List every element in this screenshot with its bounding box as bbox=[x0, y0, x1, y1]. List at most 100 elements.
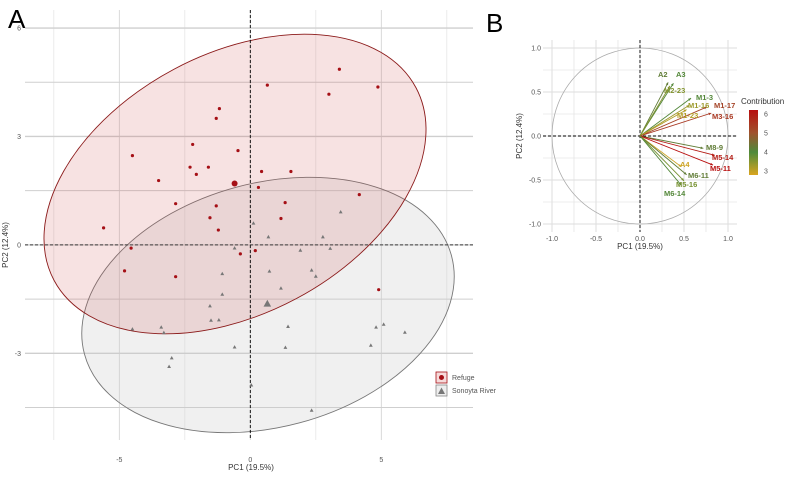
vector-label: M8-9 bbox=[706, 143, 723, 152]
point-refuge bbox=[208, 216, 212, 220]
point-sonoyta bbox=[381, 322, 386, 326]
y-axis-title-b: PC2 (12.4%) bbox=[515, 113, 524, 159]
point-sonoyta bbox=[208, 303, 212, 308]
colorbar-tick-label: 6 bbox=[764, 111, 768, 118]
point-sonoyta bbox=[279, 286, 283, 290]
x-tick-label-b: -1.0 bbox=[546, 236, 558, 243]
x-tick-label-b: 1.0 bbox=[723, 236, 733, 243]
arrowhead-icon bbox=[678, 164, 682, 167]
x-axis-title-a: PC1 (19.5%) bbox=[228, 463, 274, 472]
point-sonoyta bbox=[130, 327, 135, 331]
x-tick-label-b: -0.5 bbox=[590, 236, 602, 243]
point-sonoyta bbox=[402, 330, 407, 334]
point-refuge bbox=[214, 204, 218, 208]
loading-arrow bbox=[639, 135, 714, 166]
point-refuge bbox=[283, 200, 287, 205]
point-sonoyta bbox=[309, 268, 314, 272]
y-tick-label-a: 0 bbox=[17, 242, 21, 249]
colorbar-tick-label: 5 bbox=[764, 130, 768, 137]
legend-a: Refuge Sonoyta River bbox=[435, 371, 497, 397]
arrowhead-icon bbox=[700, 146, 704, 150]
point-sonoyta bbox=[267, 269, 272, 273]
arrowhead-icon bbox=[710, 162, 714, 166]
arrowhead-icon bbox=[665, 82, 669, 86]
point-sonoyta bbox=[374, 325, 378, 329]
point-refuge bbox=[214, 116, 218, 121]
loading-arrow bbox=[639, 135, 715, 156]
panel-label-b: B bbox=[486, 8, 503, 38]
confidence-ellipses bbox=[43, 33, 455, 434]
point-sonoyta bbox=[320, 234, 325, 239]
loading-arrow bbox=[639, 112, 712, 137]
vector-label: A3 bbox=[676, 70, 686, 79]
point-refuge bbox=[122, 269, 127, 273]
vector-label: M5-16 bbox=[676, 180, 697, 189]
point-sonoyta bbox=[220, 292, 225, 296]
x-tick-label-b: 0.5 bbox=[679, 236, 689, 243]
vector-label: M1-17 bbox=[714, 101, 735, 110]
arrowhead-icon bbox=[703, 106, 707, 110]
point-sonoyta bbox=[167, 364, 171, 369]
arrowhead-icon bbox=[667, 85, 670, 89]
vector-label: M1-3 bbox=[696, 93, 713, 102]
point-sonoyta bbox=[309, 408, 314, 412]
vector-label: M2-23 bbox=[664, 86, 685, 95]
point-refuge bbox=[327, 92, 331, 96]
colorbar-tick-label: 3 bbox=[764, 169, 768, 176]
point-refuge bbox=[357, 193, 361, 197]
point-sonoyta bbox=[368, 343, 373, 347]
legend-label-refuge: Refuge bbox=[452, 375, 475, 382]
point-refuge bbox=[191, 142, 195, 147]
vector-label: M5-11 bbox=[710, 164, 731, 173]
point-refuge bbox=[253, 249, 257, 253]
point-sonoyta bbox=[161, 330, 166, 335]
point-sonoyta bbox=[209, 318, 213, 322]
panel-a: -5 0 5 -3 0 3 6 A PC1 (19.5%) PC2 (12.4%) Refu… bbox=[1, 4, 497, 472]
point-refuge bbox=[129, 246, 133, 250]
loading-arrow bbox=[639, 97, 692, 137]
x-axis-title-b: PC1 (19.5%) bbox=[617, 242, 663, 251]
colorbar bbox=[749, 110, 758, 175]
point-refuge bbox=[377, 288, 381, 292]
point-sonoyta bbox=[338, 209, 343, 214]
point-sonoyta bbox=[159, 325, 164, 329]
vector-label: A4 bbox=[680, 160, 690, 169]
point-refuge bbox=[236, 148, 240, 153]
ticks-a: -5 0 5 -3 0 3 6 bbox=[15, 26, 384, 464]
vector-label: M6-11 bbox=[688, 171, 709, 180]
vector-label: M1-16 bbox=[688, 101, 709, 110]
point-sonoyta bbox=[216, 318, 221, 322]
legend-label-sonoyta: Sonoyta River bbox=[452, 388, 497, 395]
loading-arrow bbox=[639, 109, 687, 137]
point-refuge bbox=[130, 154, 135, 158]
point-refuge bbox=[337, 67, 341, 71]
vector-label: A2 bbox=[658, 70, 668, 79]
arrowhead-icon bbox=[678, 182, 682, 186]
point-sonoyta bbox=[283, 345, 288, 349]
legend-title-b: Contribution bbox=[741, 97, 784, 106]
y-tick-label-b: 1.0 bbox=[531, 46, 541, 53]
point-sonoyta bbox=[328, 246, 333, 250]
point-sonoyta bbox=[298, 248, 303, 252]
y-tick-label-a: -3 bbox=[15, 351, 21, 358]
x-tick-label-b: 0.0 bbox=[635, 236, 645, 243]
point-sonoyta bbox=[251, 221, 256, 225]
point-sonoyta bbox=[232, 345, 237, 349]
point-sonoyta bbox=[286, 324, 290, 328]
loading-arrow bbox=[639, 85, 671, 137]
y-axis-title-a: PC2 (12.4%) bbox=[1, 222, 10, 268]
point-refuge bbox=[174, 202, 178, 206]
point-refuge bbox=[259, 169, 264, 174]
x-tick-label-a: -5 bbox=[116, 457, 122, 464]
loading-arrow bbox=[639, 106, 708, 137]
point-sonoyta bbox=[313, 274, 318, 278]
loading-arrow bbox=[639, 82, 669, 137]
arrowhead-icon bbox=[686, 105, 690, 108]
point-refuge bbox=[188, 165, 192, 169]
point-sonoyta bbox=[232, 246, 237, 250]
arrowhead-icon bbox=[683, 109, 687, 113]
y-tick-label-b: -0.5 bbox=[529, 178, 541, 185]
y-tick-label-a: 6 bbox=[17, 26, 21, 33]
